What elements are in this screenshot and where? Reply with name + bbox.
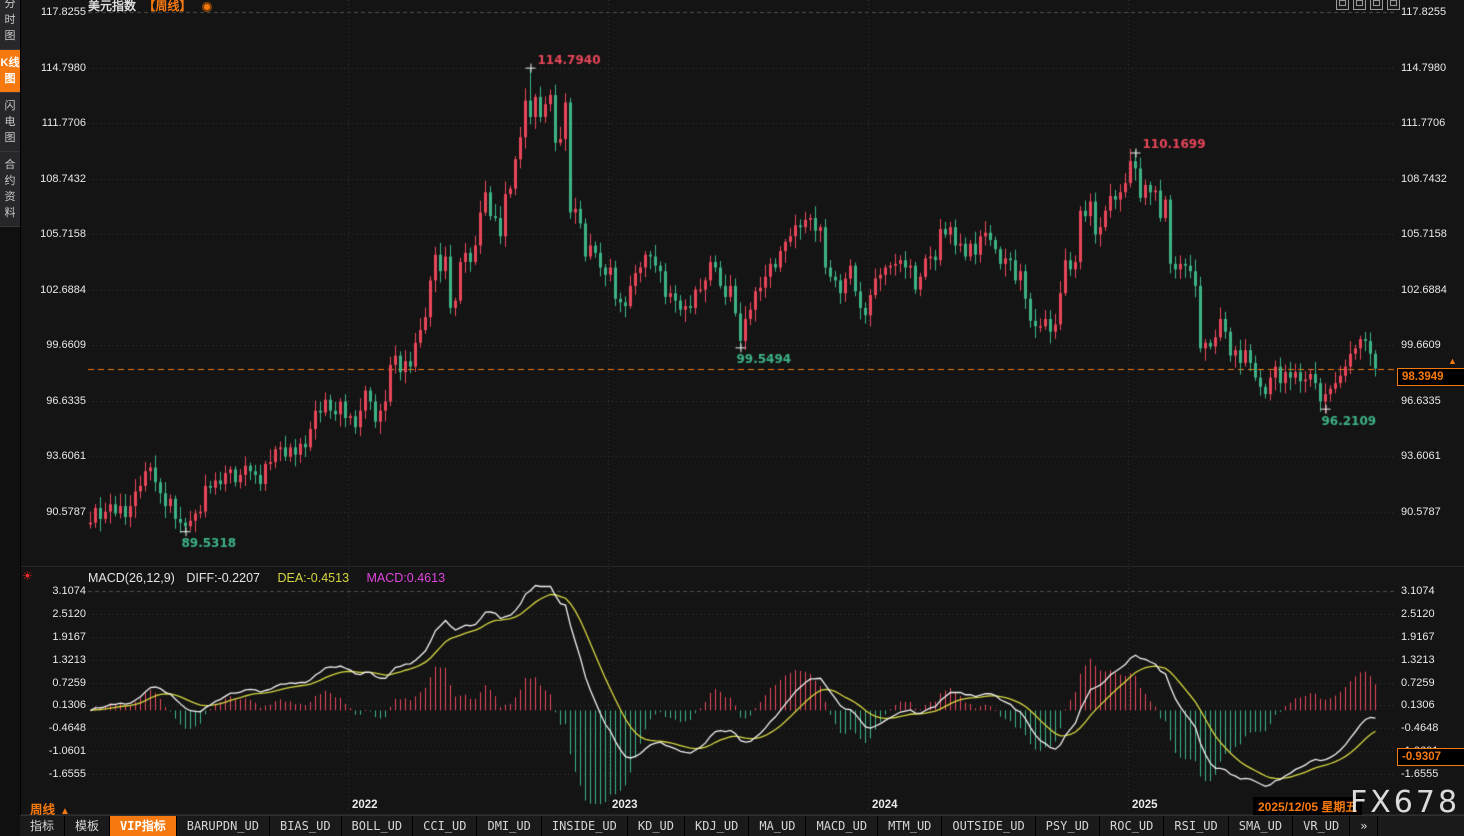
price-up-arrow-icon: ▲	[1448, 356, 1457, 366]
axis-tick-label: -1.0601	[48, 745, 86, 758]
cursor-date-badge: 2025/12/05 星期五	[1253, 797, 1363, 816]
indicator-tab-18[interactable]: RSI_UD	[1164, 816, 1229, 836]
indicator-tab-6[interactable]: BOLL_UD	[342, 816, 414, 836]
sidebar-item-kline-chart[interactable]: K线图	[0, 50, 20, 93]
indicator-tab-9[interactable]: INSIDE_UD	[542, 816, 628, 836]
sidebar-item-contract-info[interactable]: 合约资料	[0, 152, 20, 227]
axis-tick-label: 90.5787	[1401, 506, 1441, 518]
axis-tick-label: 0.1306	[52, 699, 86, 712]
window-layout-icon-4[interactable]	[1387, 0, 1400, 10]
indicator-tab-5[interactable]: BIAS_UD	[270, 816, 342, 836]
macd-diff-value: DIFF:-0.2207	[186, 571, 260, 585]
axis-tick-label: 96.6335	[1401, 394, 1441, 407]
axis-tick-label: 99.6609	[46, 339, 86, 352]
indicator-tab-19[interactable]: SMA_UD	[1229, 816, 1294, 836]
indicator-tab-10[interactable]: KD_UD	[628, 816, 685, 836]
axis-tick-label: 1.9167	[52, 630, 86, 643]
axis-tick-label: 117.8255	[40, 6, 86, 18]
indicator-tab-bar: 指标 模板 VIP指标 BARUPDN_UD BIAS_UD BOLL_UD CCI_UD D…	[20, 815, 1464, 836]
indicator-tab-7[interactable]: CCI_UD	[413, 816, 478, 836]
chevron-up-icon: ▲	[60, 806, 70, 817]
macd-hist-value: MACD:0.4613	[366, 571, 446, 585]
indicator-tab-21[interactable]: »	[1350, 816, 1379, 836]
axis-tick-label: -1.6555	[1401, 768, 1439, 780]
axis-tick-label: 102.6884	[1401, 283, 1447, 296]
chart-type-sidebar: 分时图 K线图 闪电图 合约资料	[0, 0, 21, 836]
indicator-tab-4[interactable]: BARUPDN_UD	[177, 816, 270, 836]
axis-tick-label: 0.1306	[1401, 699, 1435, 712]
axis-tick-label: 114.7980	[40, 61, 86, 74]
axis-tick-label: 2.5120	[1401, 607, 1435, 620]
footer-divider	[20, 814, 1464, 815]
axis-tick-label: 93.6061	[46, 450, 86, 463]
axis-tick-label: 99.6609	[1401, 339, 1441, 352]
axis-tick-label: 108.7432	[40, 172, 86, 185]
axis-tick-label: 1.9167	[1401, 630, 1435, 643]
axis-tick-label: 111.7706	[1401, 117, 1446, 130]
axis-tick-label: 0.7259	[52, 676, 86, 689]
axis-tick-label: 105.7158	[40, 228, 86, 241]
last-price-badge: 98.3949	[1397, 368, 1464, 386]
axis-tick-label: 93.6061	[1401, 450, 1441, 463]
year-tick-label: 2022	[352, 799, 378, 811]
window-layout-icon-3[interactable]	[1370, 0, 1383, 10]
axis-tick-label: -0.4648	[48, 722, 86, 735]
indicator-tab-20[interactable]: VR_UD	[1293, 816, 1351, 836]
axis-tick-label: 102.6884	[40, 283, 86, 296]
indicator-tab-2[interactable]: 模板	[65, 816, 111, 836]
macd-header: MACD(26,12,9) DIFF:-0.2207 DEA:-0.4513 M…	[88, 571, 445, 585]
axis-tick-label: -1.6555	[48, 768, 86, 780]
indicator-tab-1[interactable]: 指标	[20, 816, 66, 836]
indicator-tab-12[interactable]: MA_UD	[749, 816, 807, 836]
axis-tick-label: 0.7259	[1401, 676, 1435, 689]
axis-tick-label: 96.6335	[46, 394, 86, 407]
axis-tick-label: 2.5120	[52, 607, 86, 620]
axis-tick-label: 90.5787	[46, 506, 86, 518]
year-tick-label: 2023	[612, 799, 638, 811]
year-tick-label: 2025	[1132, 799, 1158, 811]
axis-tick-label: 1.3213	[1401, 653, 1435, 666]
macd-settings-icon[interactable]: ☀	[22, 569, 33, 583]
axis-tick-label: 117.8255	[1401, 6, 1447, 18]
axis-tick-label: 105.7158	[1401, 228, 1447, 241]
chart-window-controls	[1336, 0, 1400, 10]
sidebar-item-timeline-chart[interactable]: 分时图	[0, 0, 20, 50]
indicator-tab-3[interactable]: VIP指标	[110, 816, 177, 836]
indicator-tab-13[interactable]: MACD_UD	[806, 816, 879, 836]
macd-dea-value: DEA:-0.4513	[277, 571, 350, 585]
indicator-tab-14[interactable]: MTM_UD	[878, 816, 943, 836]
indicator-tab-11[interactable]: KDJ_UD	[685, 816, 750, 836]
chart-settings-icon[interactable]	[201, 1, 212, 12]
window-layout-icon-2[interactable]	[1353, 0, 1366, 10]
axis-tick-label: 111.7706	[41, 117, 86, 130]
window-layout-icon-1[interactable]	[1336, 0, 1349, 10]
macd-name-label: MACD(26,12,9)	[88, 571, 175, 585]
axis-tick-label: 3.1074	[1401, 585, 1435, 597]
chart-title: 美元指数 【周线】	[88, 0, 212, 13]
indicator-tab-15[interactable]: OUTSIDE_UD	[942, 816, 1036, 836]
period-text: 周线	[30, 803, 56, 817]
axis-tick-label: 114.7980	[1401, 61, 1447, 74]
panel-divider	[20, 566, 1464, 567]
macd-current-value-badge: -0.9307	[1397, 748, 1464, 766]
indicator-tab-17[interactable]: ROC_UD	[1100, 816, 1165, 836]
indicator-tab-16[interactable]: PSY_UD	[1036, 816, 1101, 836]
axis-tick-label: 1.3213	[52, 653, 86, 666]
indicator-tab-8[interactable]: DMI_UD	[477, 816, 542, 836]
period-mode-label: 【周线】	[143, 0, 192, 13]
axis-tick-label: 3.1074	[52, 585, 86, 597]
sidebar-item-flash-chart[interactable]: 闪电图	[0, 93, 20, 152]
year-tick-label: 2024	[872, 799, 898, 811]
axis-tick-label: 108.7432	[1401, 172, 1447, 185]
period-selector[interactable]: 周线 ▲	[30, 799, 70, 818]
instrument-name: 美元指数	[88, 0, 137, 13]
axis-tick-label: -0.4648	[1401, 722, 1439, 735]
